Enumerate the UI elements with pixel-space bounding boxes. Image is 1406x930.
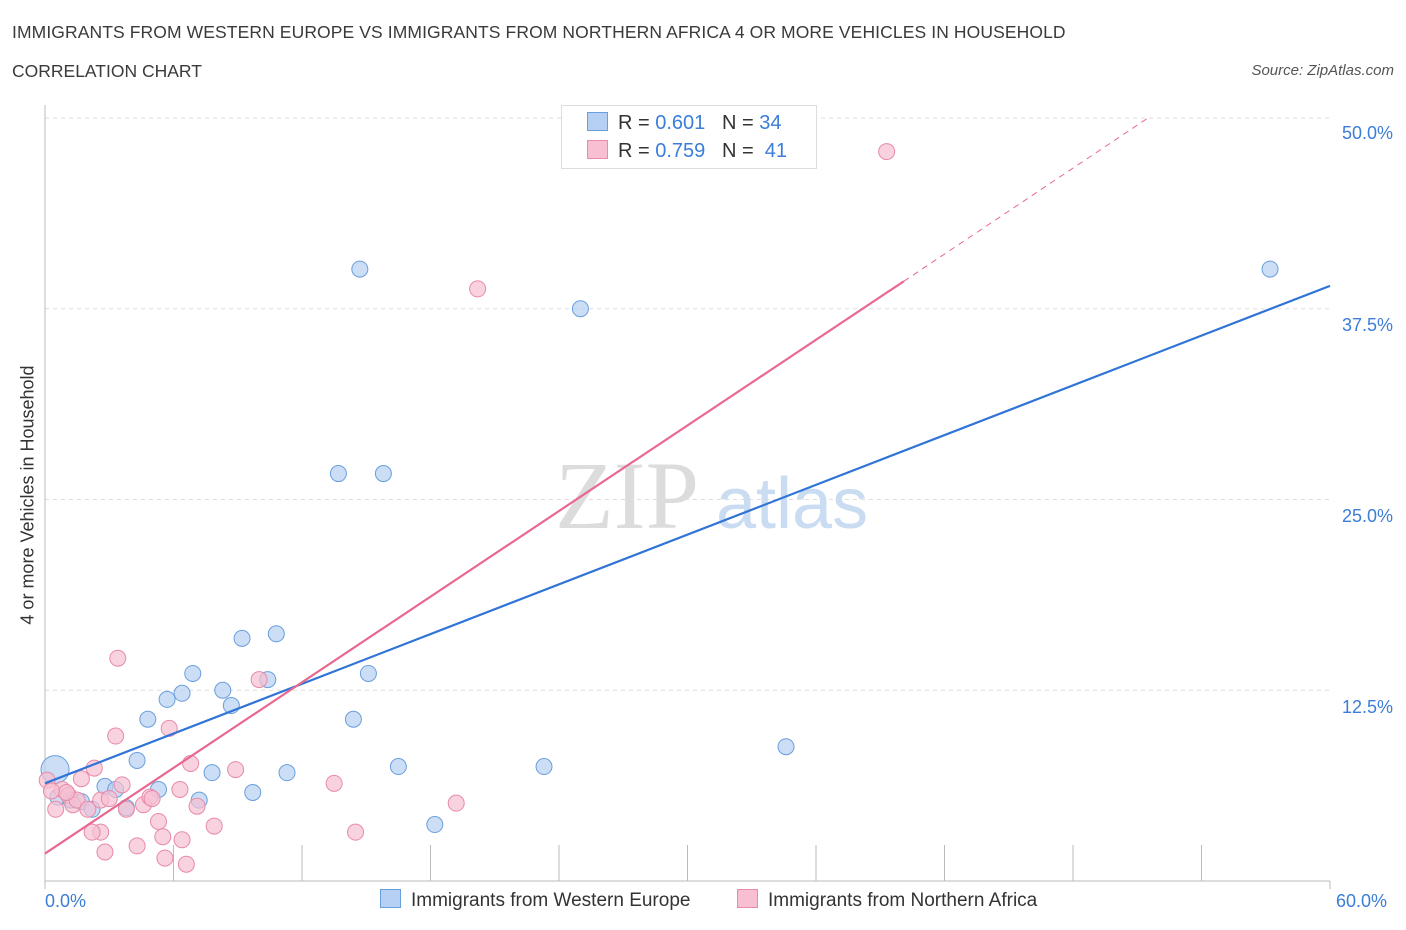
point-northern-africa — [83, 823, 101, 841]
r-value: 0.601 — [655, 112, 706, 134]
point-northern-africa — [57, 783, 75, 801]
n-value: 34 — [759, 112, 782, 134]
point-western-europe — [139, 710, 157, 728]
trendline-western-europe — [44, 284, 1331, 785]
y-tick-label: 25.0% — [1341, 506, 1393, 526]
point-western-europe — [158, 690, 176, 708]
point-northern-africa — [150, 812, 168, 830]
point-western-europe — [571, 300, 589, 318]
point-northern-africa — [42, 782, 60, 800]
point-western-europe — [278, 764, 296, 782]
point-western-europe — [128, 751, 146, 769]
point-northern-africa — [250, 671, 268, 689]
point-western-europe — [203, 764, 221, 782]
point-northern-africa — [205, 817, 223, 835]
point-northern-africa — [154, 828, 172, 846]
n-label: N = — [721, 140, 754, 162]
r-value: 0.759 — [655, 140, 706, 162]
point-western-europe — [329, 465, 347, 483]
point-northern-africa — [96, 843, 114, 861]
point-western-europe — [244, 783, 262, 801]
point-northern-africa — [173, 831, 191, 849]
point-northern-africa — [72, 770, 90, 788]
n-label: N = — [721, 112, 754, 134]
blue-swatch-icon — [380, 889, 401, 908]
n-value: 41 — [764, 140, 788, 162]
point-western-europe — [1261, 260, 1279, 278]
legend-label: Immigrants from Northern Africa — [768, 890, 1038, 911]
point-northern-africa — [171, 780, 189, 798]
point-northern-africa — [100, 790, 118, 808]
blue-swatch-icon — [587, 112, 608, 131]
correlation-legend: R = 0.601 N = 34 R = 0.759 N = 41 — [561, 105, 817, 169]
trendline-extension — [903, 117, 1149, 282]
point-northern-africa — [447, 794, 465, 812]
point-northern-africa — [469, 280, 487, 298]
point-northern-africa — [347, 823, 365, 841]
source-label: Source: ZipAtlas.com — [1251, 62, 1394, 79]
point-northern-africa — [325, 774, 343, 792]
y-tick-label: 37.5% — [1341, 315, 1393, 335]
r-label: R = — [618, 140, 650, 162]
point-western-europe — [233, 629, 251, 647]
point-northern-africa — [188, 797, 206, 815]
legend-item-northern-africa: Immigrants from Northern Africa — [737, 889, 1037, 912]
point-northern-africa — [79, 800, 97, 818]
x-tick-label: 0.0% — [45, 891, 87, 911]
point-northern-africa — [143, 790, 161, 808]
point-western-europe — [344, 710, 362, 728]
watermark-atlas: atlas — [716, 464, 868, 544]
point-western-europe — [374, 465, 392, 483]
point-western-europe — [214, 681, 232, 699]
pink-swatch-icon — [587, 140, 608, 159]
point-northern-africa — [113, 776, 131, 794]
r-label: R = — [618, 112, 650, 134]
point-western-europe — [359, 664, 377, 682]
point-northern-africa — [177, 855, 195, 873]
point-northern-africa — [182, 754, 200, 772]
point-western-europe — [351, 260, 369, 278]
y-tick-label: 50.0% — [1341, 123, 1393, 143]
point-northern-africa — [107, 727, 125, 745]
legend-item-western-europe: Immigrants from Western Europe — [380, 889, 690, 912]
point-western-europe — [426, 816, 444, 834]
point-northern-africa — [47, 800, 65, 818]
y-tick-label: 12.5% — [1341, 697, 1393, 717]
point-northern-africa — [878, 143, 896, 161]
point-western-europe — [389, 758, 407, 776]
y-axis-label: 4 or more Vehicles in Household — [17, 365, 38, 625]
legend-row-northern-africa: R = 0.759 N = 41 — [587, 140, 787, 163]
point-northern-africa — [117, 800, 135, 818]
point-western-europe — [535, 758, 553, 776]
point-western-europe — [184, 664, 202, 682]
chart-title: IMMIGRANTS FROM WESTERN EUROPE VS IMMIGR… — [12, 22, 1066, 42]
x-tick-label: 60.0% — [1336, 891, 1388, 911]
trendline-northern-africa — [44, 280, 905, 855]
point-western-europe — [777, 738, 795, 756]
legend-label: Immigrants from Western Europe — [411, 890, 691, 911]
pink-swatch-icon — [737, 889, 758, 908]
chart-subtitle: CORRELATION CHART — [12, 61, 202, 81]
point-western-europe — [267, 625, 285, 643]
point-northern-africa — [128, 837, 146, 855]
legend-row-western-europe: R = 0.601 N = 34 — [587, 112, 781, 135]
watermark-zip: ZIP — [555, 442, 699, 549]
point-northern-africa — [227, 761, 245, 779]
point-western-europe — [173, 684, 191, 702]
point-northern-africa — [156, 849, 174, 867]
point-northern-africa — [109, 649, 127, 667]
